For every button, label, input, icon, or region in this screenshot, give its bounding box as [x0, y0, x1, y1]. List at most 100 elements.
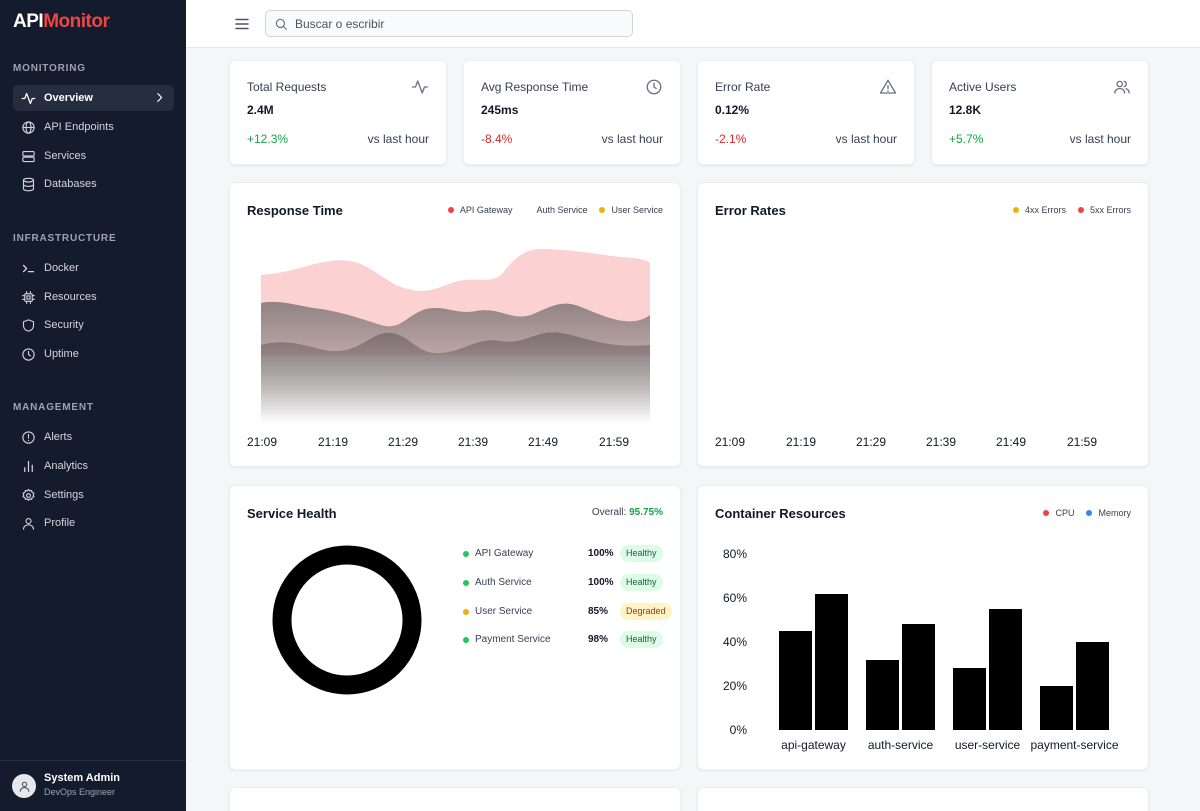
- sidebar-item-alerts[interactable]: Alerts: [13, 424, 174, 450]
- stat-change: +12.3%: [247, 132, 289, 146]
- users-icon: [1114, 80, 1130, 94]
- legend-item-memory[interactable]: Memory: [1086, 508, 1131, 518]
- stat-title: Avg Response Time: [481, 80, 589, 94]
- bar-chart-icon: [24, 460, 33, 472]
- bar-auth-service-cpu[interactable]: [866, 659, 899, 730]
- globe-icon: [22, 120, 35, 134]
- x-axis: 21:09 21:19 21:29 21:39 21:49 21:59: [247, 435, 667, 451]
- health-row-auth-service: Auth Service 100% Healthy: [463, 574, 663, 592]
- legend-item-user-service[interactable]: User Service: [599, 205, 663, 215]
- x-tick: 21:59: [599, 435, 630, 449]
- sidebar-item-api-endpoints[interactable]: API Endpoints: [13, 114, 174, 140]
- health-row-user-service: User Service 85% Degraded: [463, 603, 672, 621]
- stat-value: 2.4M: [247, 103, 274, 117]
- sidebar-item-databases[interactable]: Databases: [13, 171, 174, 197]
- sidebar-item-label: Services: [44, 150, 87, 162]
- bar-user-service-cpu[interactable]: [953, 668, 986, 730]
- y-tick-label: 20%: [722, 679, 747, 693]
- health-row-api-gateway: API Gateway 100% Healthy: [463, 545, 663, 563]
- stat-change: +5.7%: [949, 132, 984, 146]
- panel-title: Container Resources: [715, 506, 846, 521]
- bar-payment-service-memory[interactable]: [1076, 642, 1109, 730]
- sidebar-item-overview[interactable]: Overview: [13, 85, 174, 111]
- bottom-panel-right: [697, 787, 1149, 811]
- search-input[interactable]: [295, 16, 615, 31]
- sidebar-item-analytics[interactable]: Analytics: [13, 453, 174, 479]
- activity-icon: [411, 80, 429, 94]
- bar-payment-service-cpu[interactable]: [1040, 686, 1073, 730]
- search-icon: [275, 18, 287, 30]
- terminal-icon: [22, 264, 35, 272]
- legend-dot: [1086, 510, 1093, 516]
- user-icon: [22, 517, 35, 530]
- sidebar-item-resources[interactable]: Resources: [13, 284, 174, 310]
- search-box[interactable]: [265, 10, 633, 37]
- section-title-management: MANAGEMENT: [13, 402, 94, 413]
- sidebar-item-uptime[interactable]: Uptime: [13, 341, 174, 367]
- panel-title: Service Health: [247, 506, 337, 521]
- sidebar-item-label: API Endpoints: [44, 121, 114, 133]
- x-tick: 21:49: [996, 435, 1027, 449]
- service-name: Auth Service: [475, 577, 532, 588]
- area-user-service: [261, 332, 650, 423]
- sidebar-item-security[interactable]: Security: [13, 312, 174, 338]
- bar-auth-service-memory[interactable]: [902, 624, 935, 730]
- legend-dot: [1077, 207, 1084, 213]
- service-name: User Service: [475, 606, 533, 617]
- service-health-panel: Service Health Overall: 95.75% API Gatew…: [229, 485, 681, 770]
- x-tick: 21:49: [528, 435, 559, 449]
- sidebar-item-services[interactable]: Services: [13, 143, 174, 169]
- sidebar-item-profile[interactable]: Profile: [13, 510, 174, 536]
- cpu-icon: [22, 290, 35, 304]
- status-badge: Healthy: [620, 545, 663, 562]
- stat-value: 12.8K: [949, 103, 982, 117]
- x-tick: 21:09: [247, 435, 278, 449]
- bar-user-service-memory[interactable]: [989, 609, 1022, 730]
- x-tick: 21:39: [926, 435, 957, 449]
- legend-item-api-gateway[interactable]: API Gateway: [447, 205, 512, 215]
- legend-dot: [1012, 207, 1019, 213]
- sidebar-item-label: Security: [44, 319, 84, 331]
- section-title-monitoring: MONITORING: [13, 63, 86, 74]
- overall-health: Overall: 95.75%: [591, 507, 663, 518]
- y-tick-label: 80%: [722, 547, 747, 561]
- service-name: API Gateway: [475, 548, 534, 559]
- hamburger-menu-icon[interactable]: [233, 15, 251, 33]
- avatar[interactable]: [12, 774, 36, 798]
- sidebar-item-docker[interactable]: Docker: [13, 255, 174, 281]
- legend-item-5xx[interactable]: 5xx Errors: [1077, 205, 1131, 215]
- legend-dot: [1043, 510, 1050, 516]
- legend-item-cpu[interactable]: CPU: [1043, 508, 1074, 518]
- status-badge: Healthy: [620, 574, 663, 591]
- app-logo[interactable]: APIMonitor: [13, 11, 110, 32]
- stat-card-avg-response-time: Avg Response Time 245ms -8.4% vs last ho…: [463, 60, 681, 165]
- status-dot: [463, 637, 469, 643]
- legend-item-auth-service[interactable]: Auth Service: [524, 205, 587, 215]
- sidebar-item-label: Uptime: [44, 348, 79, 360]
- x-tick: 21:59: [1067, 435, 1098, 449]
- legend-dot: [447, 207, 454, 213]
- topbar: [186, 0, 1200, 48]
- panel-title: Response Time: [247, 203, 343, 218]
- stat-compare: vs last hour: [835, 132, 897, 146]
- service-pct: 85%: [588, 606, 609, 617]
- user-icon: [19, 781, 29, 792]
- legend-item-4xx[interactable]: 4xx Errors: [1012, 205, 1066, 215]
- bar-api-gateway-cpu[interactable]: [779, 631, 812, 730]
- activity-icon: [21, 92, 36, 104]
- service-name: Payment Service: [475, 634, 551, 645]
- bottom-panel-left: [229, 787, 681, 811]
- x-axis: 21:09 21:19 21:29 21:39 21:49 21:59: [715, 435, 1135, 451]
- sidebar-item-label: Overview: [44, 92, 93, 104]
- stat-compare: vs last hour: [367, 132, 429, 146]
- user-panel[interactable]: System Admin DevOps Engineer: [0, 760, 186, 811]
- chart-legend: CPU Memory: [1031, 508, 1131, 518]
- sidebar-item-label: Alerts: [44, 431, 73, 443]
- sidebar-item-settings[interactable]: Settings: [13, 482, 174, 508]
- bar-api-gateway-memory[interactable]: [815, 593, 848, 730]
- status-badge: Degraded: [620, 603, 672, 620]
- stat-title: Error Rate: [715, 80, 771, 94]
- user-role: DevOps Engineer: [44, 787, 116, 797]
- stat-change: -8.4%: [481, 132, 513, 146]
- container-resources-panel: Container Resources CPU Memory 0% 20% 40% 6…: [697, 485, 1149, 770]
